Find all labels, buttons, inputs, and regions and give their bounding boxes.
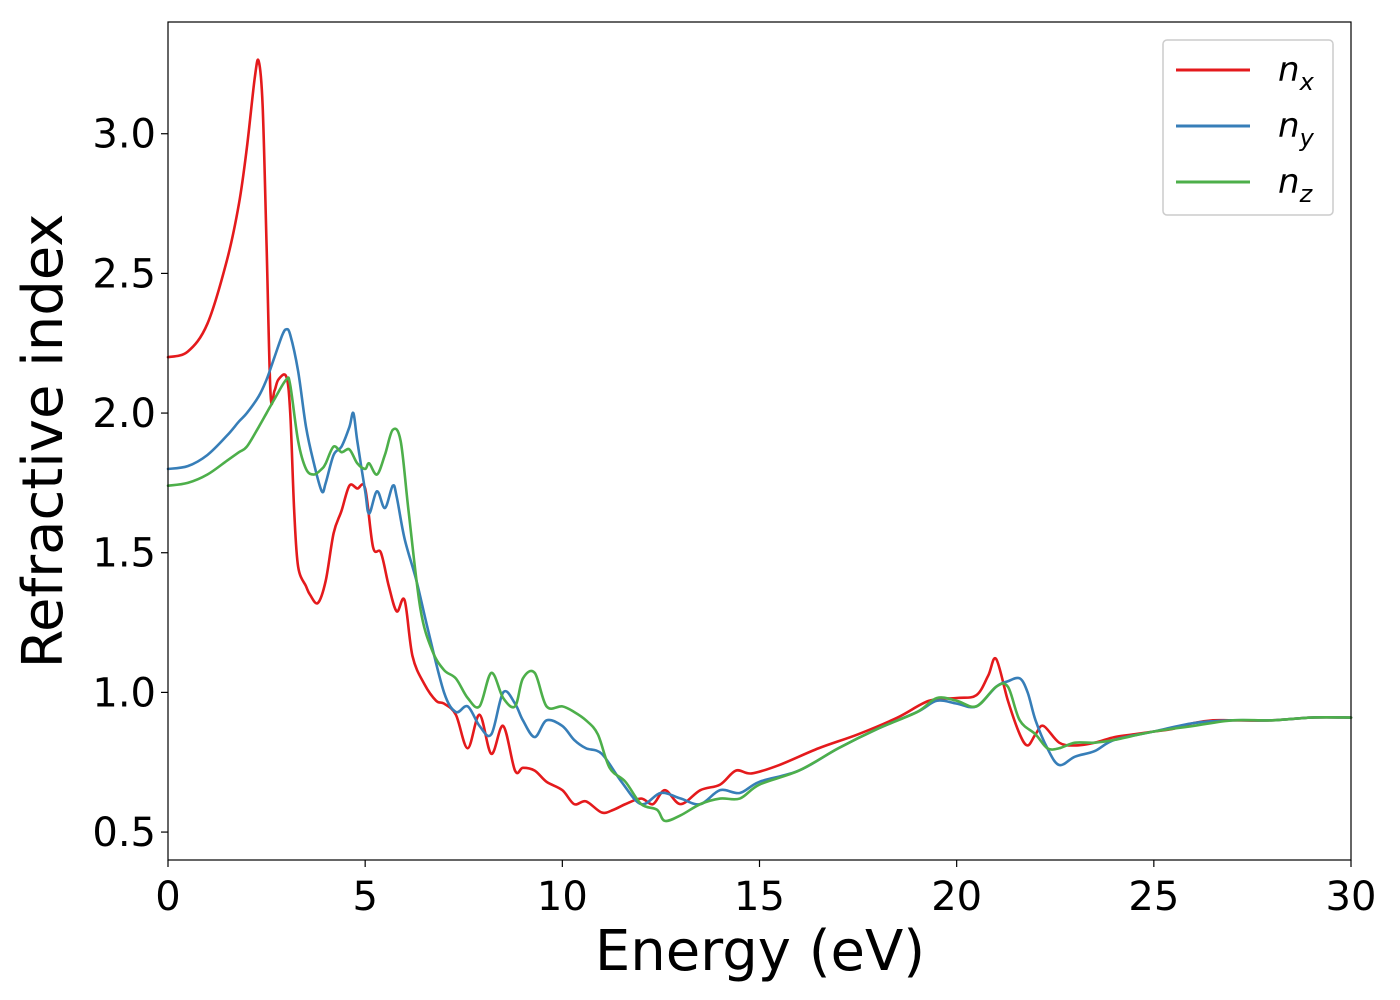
legend-label-z: nz xyxy=(1278,162,1314,208)
x-axis-label: Energy (eV) xyxy=(595,919,925,984)
y-tick-label: 2.5 xyxy=(92,251,156,297)
x-tick-label: 5 xyxy=(352,874,377,920)
y-tick-label: 0.5 xyxy=(92,810,156,856)
legend: nx ny nz xyxy=(1162,39,1334,216)
ticks-layer: 0 5 10 15 20 25 30 0.5 1.0 1.5 2.0 2.5 3.0 xyxy=(92,112,1376,920)
x-tick-label: 30 xyxy=(1326,874,1377,920)
series-line-x xyxy=(166,58,1353,815)
y-tick-label: 2.0 xyxy=(92,391,156,437)
x-tick-label: 15 xyxy=(734,874,785,920)
legend-label-x: nx xyxy=(1278,50,1315,96)
y-tick-label: 1.5 xyxy=(92,531,156,577)
y-axis-label: Refractive index xyxy=(11,214,76,669)
x-tick-label: 0 xyxy=(155,874,180,920)
series-line-y xyxy=(166,327,1353,806)
x-tick-label: 10 xyxy=(537,874,588,920)
series-layer xyxy=(166,58,1353,823)
x-tick-label: 20 xyxy=(931,874,982,920)
legend-label-y: ny xyxy=(1278,106,1315,152)
series-line-z xyxy=(166,376,1353,823)
x-tick-label: 25 xyxy=(1128,874,1179,920)
y-tick-label: 1.0 xyxy=(92,670,156,716)
y-tick-label: 3.0 xyxy=(92,112,156,158)
